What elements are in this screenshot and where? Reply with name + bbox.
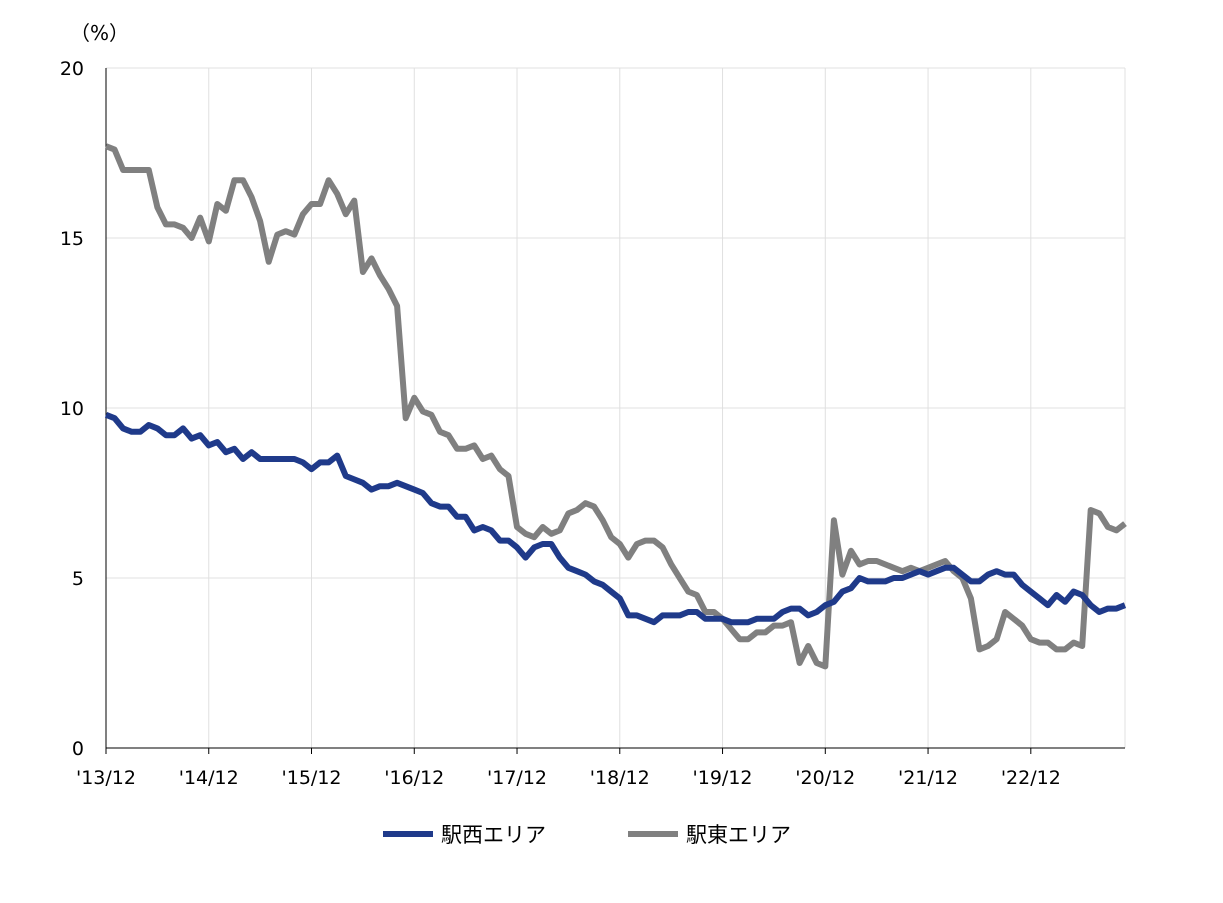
x-tick-label: '17/12 bbox=[487, 767, 547, 789]
y-unit-label: （%） bbox=[70, 21, 129, 45]
y-tick-label: 5 bbox=[72, 568, 84, 590]
x-tick-label: '15/12 bbox=[282, 767, 342, 789]
y-tick-label: 20 bbox=[60, 58, 84, 80]
x-tick-labels: '13/12 '14/12 '15/12 '16/12 '17/12 '18/12 '19/… bbox=[76, 767, 1061, 789]
legend-label: 駅西エリア bbox=[441, 823, 546, 847]
legend: 駅西エリア 駅東エリア bbox=[383, 823, 791, 847]
y-tick-label: 10 bbox=[60, 398, 84, 420]
legend-item-ekihigashi: 駅東エリア bbox=[628, 823, 791, 847]
x-tick-label: '19/12 bbox=[693, 767, 753, 789]
x-tick-label: '18/12 bbox=[590, 767, 650, 789]
x-tick-label: '16/12 bbox=[384, 767, 444, 789]
legend-label: 駅東エリア bbox=[686, 823, 791, 847]
axes bbox=[105, 68, 1125, 754]
series-line-ekihigashi bbox=[104, 143, 1127, 670]
series-line-ekinishi bbox=[104, 412, 1127, 626]
y-tick-label: 0 bbox=[72, 738, 84, 760]
x-tick-label: '14/12 bbox=[179, 767, 239, 789]
x-tick-label: '21/12 bbox=[898, 767, 958, 789]
x-tick-label: '20/12 bbox=[795, 767, 855, 789]
x-tick-label: '22/12 bbox=[1001, 767, 1061, 789]
x-tick-label: '13/12 bbox=[76, 767, 136, 789]
series-lines bbox=[104, 143, 1127, 670]
grid bbox=[106, 67, 1126, 748]
legend-item-ekinishi: 駅西エリア bbox=[383, 823, 546, 847]
y-tick-label: 15 bbox=[60, 228, 84, 250]
y-tick-labels: 0 5 10 15 20 bbox=[60, 58, 84, 760]
